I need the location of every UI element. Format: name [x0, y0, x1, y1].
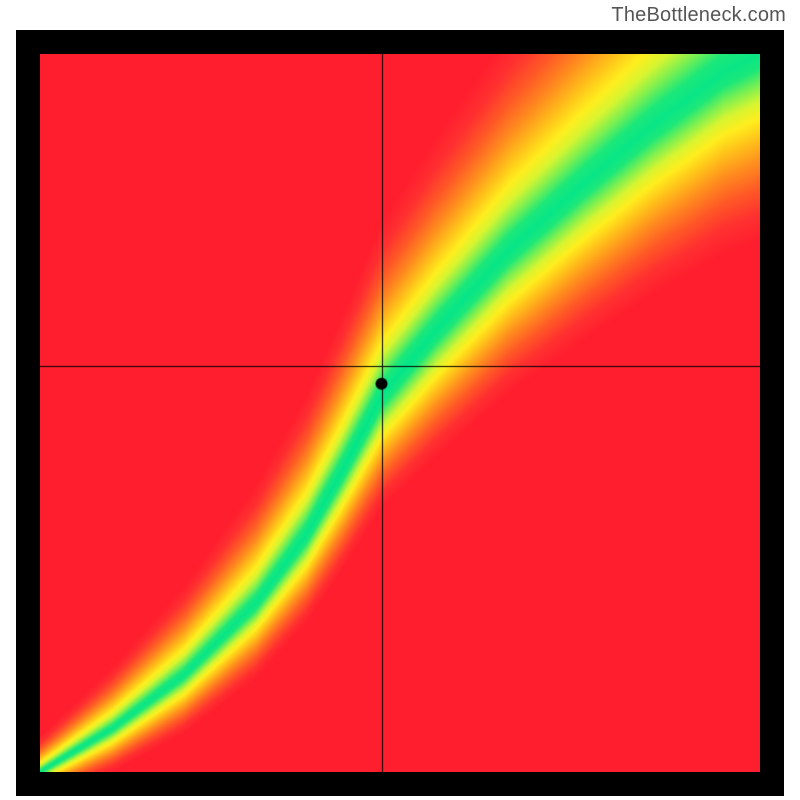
chart-container: TheBottleneck.com	[0, 0, 800, 800]
plot-outer-frame	[16, 30, 784, 796]
heatmap-canvas	[40, 54, 760, 772]
attribution-text: TheBottleneck.com	[611, 4, 786, 27]
